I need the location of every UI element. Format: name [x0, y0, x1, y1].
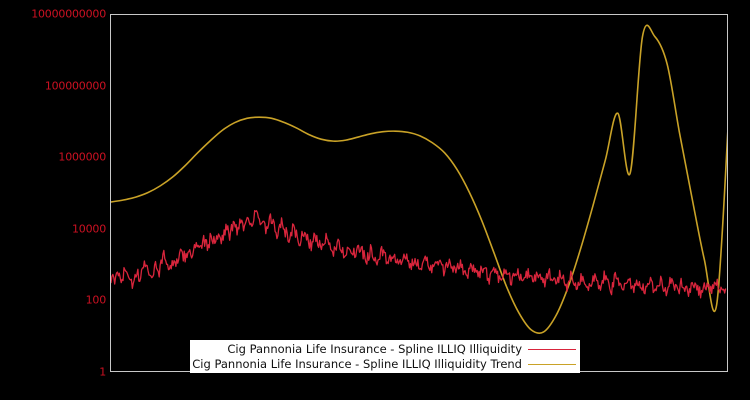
y-axis-tick-label: 100: [85, 293, 107, 307]
plot-area: [110, 14, 728, 372]
y-axis-tick-label: 100000000: [44, 79, 106, 93]
legend-label-illiquidity: Cig Pannonia Life Insurance - Spline ILL…: [227, 342, 522, 356]
y-axis-tick-label: 10000: [72, 222, 106, 236]
legend-swatch-illiquidity-icon: [528, 348, 576, 350]
y-axis-tick-label: 1000000: [58, 150, 106, 164]
y-axis-tick-label: 10000000000: [31, 7, 106, 21]
legend-swatch-trend-icon: [528, 363, 576, 365]
legend-label-trend: Cig Pannonia Life Insurance - Spline ILL…: [192, 357, 522, 371]
legend-row-trend: Cig Pannonia Life Insurance - Spline ILL…: [192, 357, 576, 372]
series-trend-line: [111, 24, 727, 334]
chart-legend: Cig Pannonia Life Insurance - Spline ILL…: [190, 340, 580, 373]
series-illiquidity-line: [111, 209, 727, 299]
legend-row-illiquidity: Cig Pannonia Life Insurance - Spline ILL…: [194, 342, 576, 357]
plot-svg: [111, 24, 727, 334]
y-axis-labels: 10000000000 100000000 1000000 10000 100 1: [0, 0, 106, 400]
y-axis-tick-label: 1: [99, 365, 106, 379]
